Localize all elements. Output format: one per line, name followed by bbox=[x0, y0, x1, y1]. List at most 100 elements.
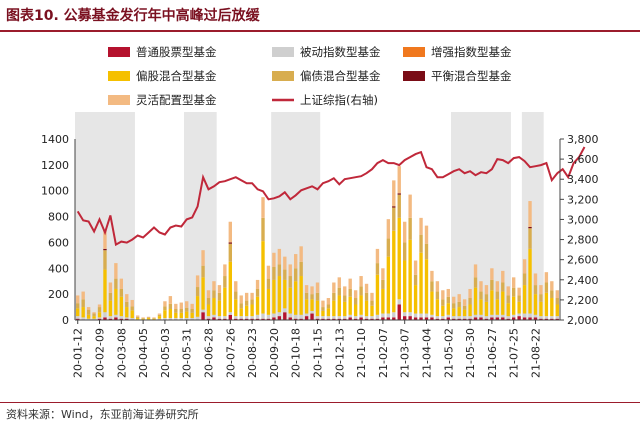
bar-passive_index-30 bbox=[239, 316, 243, 319]
bar-equity_hybrid-20 bbox=[185, 311, 189, 319]
shaded-periods bbox=[75, 112, 544, 320]
bar-bond_hybrid-46 bbox=[326, 304, 331, 309]
bar-bond_hybrid-82 bbox=[522, 273, 527, 286]
bar-equity_hybrid-27 bbox=[223, 287, 227, 317]
bar-passive_index-73 bbox=[473, 314, 478, 318]
bar-bond_hybrid-87 bbox=[550, 290, 554, 299]
bar-passive_index-55 bbox=[375, 314, 380, 319]
x-tick-label: 20-12-13 bbox=[333, 328, 346, 378]
bar-equity_hybrid-24 bbox=[206, 304, 211, 317]
bar-passive_index-82 bbox=[522, 313, 527, 318]
bar-equity_hybrid-46 bbox=[326, 308, 331, 317]
legend-swatch-passive_index bbox=[272, 47, 294, 57]
bar-bond_hybrid-27 bbox=[223, 276, 227, 288]
bar-bond_hybrid-8 bbox=[119, 288, 124, 297]
bar-passive_index-78 bbox=[501, 314, 505, 318]
bar-flexible-25 bbox=[212, 281, 216, 291]
source-note: 资料来源：Wind，东亚前海证券研究所 bbox=[6, 408, 199, 421]
bar-bond_hybrid-40 bbox=[294, 268, 298, 282]
x-tick-label: 21-05-30 bbox=[464, 328, 477, 378]
shanghai-composite-line bbox=[76, 146, 586, 247]
bar-equity_hybrid-21 bbox=[190, 312, 194, 319]
bar-equity_hybrid-48 bbox=[337, 295, 341, 317]
bar-stock-52 bbox=[359, 317, 363, 320]
bar-passive_index-65 bbox=[430, 314, 434, 318]
bar-equity_hybrid-77 bbox=[495, 299, 500, 315]
bar-bond_hybrid-88 bbox=[555, 298, 559, 305]
bar-equity_hybrid-80 bbox=[511, 296, 516, 315]
bar-stock-61 bbox=[408, 316, 412, 320]
bar-passive_index-56 bbox=[381, 313, 385, 318]
bar-equity_hybrid-23 bbox=[201, 277, 205, 310]
bar-flexible-21 bbox=[190, 303, 194, 310]
bar-bond_hybrid-57 bbox=[386, 238, 391, 257]
bar-bond_hybrid-56 bbox=[381, 279, 385, 289]
bar-flexible-74 bbox=[479, 281, 483, 292]
bar-flexible-0 bbox=[76, 295, 80, 304]
right-tick-label: 2,200 bbox=[567, 294, 599, 307]
bar-passive_index-58 bbox=[392, 312, 396, 318]
bar-equity_hybrid-62 bbox=[413, 285, 418, 314]
x-tick-label: 20-01-12 bbox=[72, 328, 85, 378]
right-tick-label: 3,600 bbox=[567, 153, 599, 166]
x-tick-label: 21-01-10 bbox=[355, 328, 368, 378]
bar-equity_hybrid-61 bbox=[408, 239, 412, 313]
bar-passive_index-7 bbox=[114, 314, 118, 318]
bar-flexible-80 bbox=[511, 277, 516, 288]
bar-equity_hybrid-4 bbox=[97, 312, 102, 318]
bar-bond_hybrid-59 bbox=[397, 194, 401, 218]
bar-bond_hybrid-61 bbox=[408, 217, 412, 240]
bar-stock-88 bbox=[555, 318, 559, 320]
bar-flexible-77 bbox=[495, 281, 500, 292]
bar-stock-55 bbox=[375, 318, 380, 320]
bar-passive_index-88 bbox=[555, 316, 559, 319]
bar-flexible-3 bbox=[92, 312, 96, 314]
bar-passive_index-21 bbox=[190, 318, 194, 320]
bar-flexible-38 bbox=[283, 256, 287, 270]
bar-stock-58 bbox=[392, 317, 396, 320]
bar-flexible-35 bbox=[266, 265, 271, 279]
bar-passive_index-69 bbox=[452, 316, 456, 319]
bar-stock-44 bbox=[315, 318, 320, 320]
bar-equity_hybrid-58 bbox=[392, 230, 396, 313]
bar-bond_hybrid-81 bbox=[517, 295, 521, 302]
legend-swatch-stock bbox=[108, 47, 130, 57]
bar-bond_hybrid-29 bbox=[234, 291, 238, 300]
x-tick-label: 21-05-02 bbox=[442, 328, 455, 378]
bar-flexible-69 bbox=[452, 296, 456, 304]
bar-passive_index-9 bbox=[125, 317, 129, 319]
bar-flexible-7 bbox=[114, 263, 118, 279]
x-tick-label: 20-03-08 bbox=[115, 328, 128, 378]
bar-equity_hybrid-88 bbox=[555, 304, 559, 317]
bar-stock-45 bbox=[321, 318, 325, 320]
bar-equity_hybrid-6 bbox=[108, 300, 113, 317]
bar-bond_hybrid-36 bbox=[272, 266, 276, 280]
bar-equity_hybrid-42 bbox=[304, 299, 309, 314]
bar-passive_index-72 bbox=[468, 316, 472, 319]
bar-stock-76 bbox=[490, 317, 494, 320]
bar-flexible-54 bbox=[370, 292, 374, 301]
right-tick-label: 3,200 bbox=[567, 193, 599, 206]
bar-bond_hybrid-13 bbox=[146, 317, 151, 319]
bar-flexible-27 bbox=[223, 264, 227, 277]
bar-equity_hybrid-44 bbox=[315, 300, 320, 317]
bar-bond_hybrid-47 bbox=[332, 292, 336, 301]
bar-passive_index-29 bbox=[234, 316, 238, 319]
bar-stock-70 bbox=[457, 318, 461, 320]
bar-equity_hybrid-39 bbox=[288, 287, 292, 314]
bar-passive_index-60 bbox=[403, 312, 407, 317]
left-tick-label: 0 bbox=[62, 314, 69, 327]
chart-title: 图表10. 公募基金发行年中高峰过后放缓 bbox=[6, 8, 260, 24]
bar-stock-66 bbox=[435, 318, 440, 320]
bar-passive_index-36 bbox=[272, 313, 276, 318]
bar-bond_hybrid-86 bbox=[544, 282, 549, 293]
bar-bond_hybrid-34 bbox=[261, 217, 265, 242]
bar-equity_hybrid-51 bbox=[353, 304, 358, 317]
bar-flexible-48 bbox=[337, 277, 341, 288]
bar-bond_hybrid-41 bbox=[299, 261, 303, 277]
bar-flexible-30 bbox=[239, 295, 243, 304]
bar-flexible-44 bbox=[315, 282, 320, 293]
x-tick-label: 20-10-18 bbox=[290, 328, 303, 378]
bar-stock-27 bbox=[223, 318, 227, 320]
bar-flexible-1 bbox=[81, 291, 85, 300]
